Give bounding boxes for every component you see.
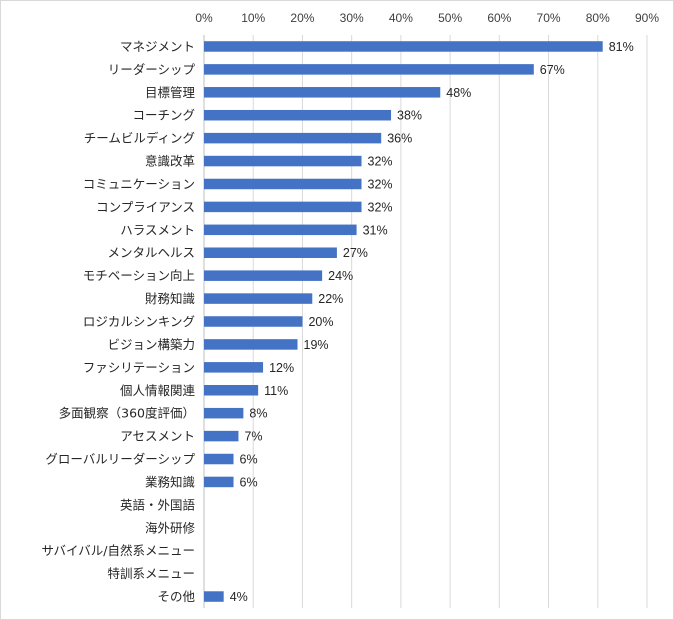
data-label: 6% [240, 475, 258, 489]
bar [204, 362, 264, 373]
category-label: 海外研修 [145, 520, 196, 535]
bar [204, 41, 603, 52]
bar [204, 453, 234, 465]
x-tick-label: 10% [241, 11, 265, 25]
bar [204, 201, 362, 213]
bar [204, 430, 239, 442]
bar [204, 339, 298, 350]
data-label: 8% [249, 407, 267, 421]
category-label: コミュニケーション [83, 176, 195, 191]
x-tick-label: 60% [487, 11, 511, 25]
data-label: 11% [264, 384, 288, 398]
bar [204, 591, 224, 602]
data-label: 36% [387, 132, 412, 146]
x-tick-label: 90% [635, 11, 659, 25]
data-label: 12% [269, 361, 294, 375]
bar [204, 87, 441, 98]
category-label: ファシリテーション [83, 360, 195, 375]
category-label: サバイバル/自然系メニュー [42, 543, 195, 558]
data-label: 32% [368, 155, 393, 169]
bar [204, 476, 234, 488]
category-label: 財務知識 [145, 291, 195, 306]
category-label: リーダーシップ [108, 62, 196, 77]
x-tick-label: 20% [290, 11, 314, 25]
x-tick-label: 0% [195, 11, 213, 25]
category-label: 業務知識 [145, 474, 195, 489]
x-tick-label: 50% [438, 11, 462, 25]
x-tick-label: 80% [586, 11, 610, 25]
data-label: 81% [609, 40, 634, 54]
category-label: チームビルディング [84, 131, 195, 146]
bar [204, 109, 392, 121]
bar [204, 407, 244, 419]
category-label: ロジカルシンキング [83, 314, 195, 329]
category-label: 個人情報関連 [120, 383, 196, 398]
data-label: 38% [397, 109, 422, 123]
category-label: グローバルリーダーシップ [45, 452, 195, 467]
bar [204, 385, 259, 396]
category-label: 多面観察（360度評価） [59, 406, 195, 421]
bar [204, 178, 362, 190]
x-tick-label: 70% [537, 11, 561, 25]
category-label: ハラスメント [120, 222, 195, 237]
category-label: メンタルヘルス [107, 245, 195, 260]
data-label: 7% [244, 430, 262, 444]
category-label: コンプライアンス [96, 199, 195, 214]
data-label: 31% [363, 223, 388, 237]
bar [204, 64, 534, 75]
category-label: ビジョン構築力 [107, 337, 195, 352]
data-label: 27% [343, 246, 368, 260]
category-label: 意識改革 [145, 154, 195, 169]
category-label: マネジメント [120, 39, 195, 54]
bar [204, 270, 323, 281]
data-label: 6% [240, 453, 258, 467]
data-label: 32% [368, 200, 393, 214]
data-label: 24% [328, 269, 353, 283]
category-label: 目標管理 [145, 85, 196, 100]
data-label: 32% [368, 177, 393, 191]
data-label: 67% [540, 63, 565, 77]
category-label: 英語・外国語 [120, 497, 196, 512]
category-label: コーチング [132, 108, 195, 123]
bar [204, 293, 313, 304]
bar [204, 316, 303, 327]
x-tick-label: 30% [340, 11, 364, 25]
bar [204, 247, 337, 258]
category-label: その他 [157, 589, 195, 604]
category-label: アセスメント [120, 429, 195, 444]
data-label: 4% [230, 590, 248, 604]
bar [204, 224, 357, 236]
bar [204, 155, 362, 167]
data-label: 48% [446, 86, 471, 100]
x-tick-label: 40% [389, 11, 413, 25]
data-label: 22% [318, 292, 343, 306]
category-label: 特訓系メニュー [107, 566, 195, 581]
category-label: モチベーション向上 [83, 268, 195, 283]
bar [204, 132, 382, 144]
data-label: 20% [308, 315, 333, 329]
data-label: 19% [304, 338, 329, 352]
